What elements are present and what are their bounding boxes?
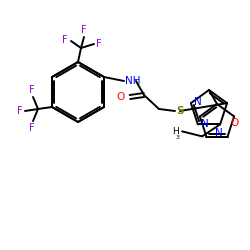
Text: O: O xyxy=(230,118,238,128)
Text: N: N xyxy=(194,97,202,107)
Text: O: O xyxy=(117,92,125,102)
Text: F: F xyxy=(18,106,23,116)
Text: F: F xyxy=(29,123,35,133)
Text: F: F xyxy=(29,85,35,95)
Text: F: F xyxy=(81,25,87,35)
Text: N: N xyxy=(201,119,208,129)
Text: H: H xyxy=(172,127,179,136)
Text: F: F xyxy=(62,35,68,45)
Text: F: F xyxy=(96,39,102,49)
Text: S: S xyxy=(176,106,184,116)
Text: N: N xyxy=(215,128,223,138)
Text: NH: NH xyxy=(125,76,140,86)
Text: 3: 3 xyxy=(175,135,179,140)
